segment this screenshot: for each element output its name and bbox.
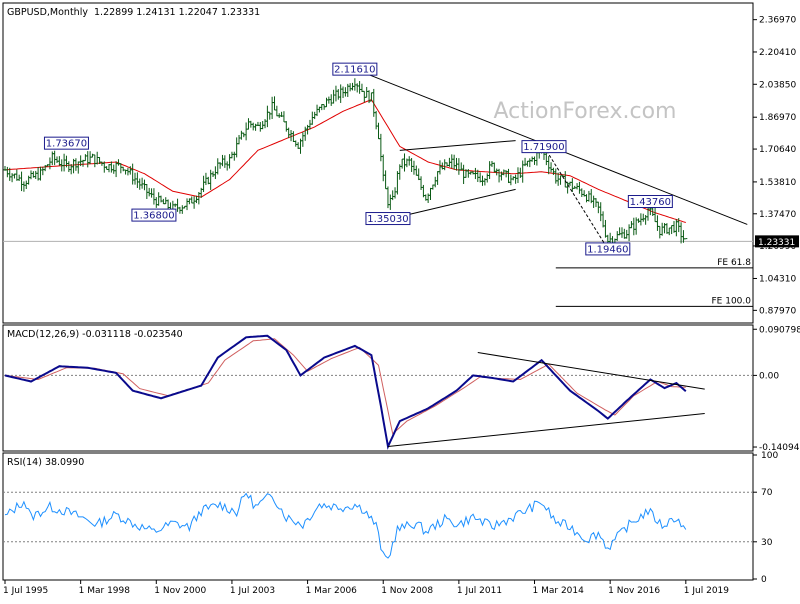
swing-label: 1.19460 (585, 242, 631, 256)
swing-label-box (365, 212, 411, 226)
price-trendline (543, 146, 609, 250)
time-x-axis: 1 Jul 1995 1 Mar 1998 1 Nov 2000 1 Jul 2003… (3, 580, 729, 596)
price-y-tick-label: 2.20410 (759, 48, 796, 58)
macd-signal-line (4, 338, 686, 435)
swing-label-box (585, 242, 631, 256)
swing-label-text: 1.73670 (46, 139, 87, 150)
price-trendline (399, 188, 516, 218)
price-panel (2, 2, 754, 324)
rsi-line (4, 492, 687, 559)
fib-level-label: FE 100.0 (712, 296, 752, 306)
swing-label-box (332, 62, 378, 76)
price-trendline (399, 140, 516, 151)
rsi-panel (2, 452, 754, 581)
rsi-level-lines (3, 491, 753, 543)
macd-y-axis: 0.090798 0.00 -0.14094 (753, 325, 800, 453)
swing-label: 1.35030 (365, 212, 411, 226)
macd-y-tick-label: 0.090798 (759, 325, 800, 335)
price-panel-title: GBPUSD,Monthly 1.22899 1.24131 1.22047 1… (7, 7, 260, 18)
swing-label-box (627, 195, 673, 209)
rsi-y-tick-label: 30 (761, 538, 773, 548)
x-tick-label: 1 Jul 2011 (457, 586, 502, 596)
price-y-tick-label: 2.03850 (759, 80, 796, 90)
rsi-y-tick-label: 0 (761, 575, 767, 585)
x-tick-label: 1 Jul 2019 (684, 586, 729, 596)
x-tick-label: 1 Jul 1995 (3, 586, 48, 596)
swing-label: 1.36800 (131, 208, 177, 222)
swing-label-text: 1.19460 (587, 244, 628, 255)
price-y-tick-label: 1.53810 (759, 178, 796, 188)
swing-label: 2.11610 (332, 62, 378, 76)
macd-trendline (477, 352, 705, 390)
current-price-badge-text: 1.23331 (758, 238, 795, 248)
price-bars (3, 78, 688, 249)
macd-trendlines (387, 352, 705, 448)
fib-level-label: FE 61.8 (717, 258, 751, 268)
swing-label-box (521, 140, 567, 154)
x-tick-label: 1 Nov 2000 (154, 586, 206, 596)
x-tick-label: 1 Nov 2016 (608, 586, 660, 596)
rsi-y-tick-label: 70 (761, 488, 773, 498)
x-tick-label: 1 Mar 2014 (533, 586, 585, 596)
price-y-tick-label: 2.36970 (759, 16, 796, 26)
price-bar (684, 238, 688, 240)
price-swing-labels: 1.73670 1.36800 2.11610 1.35030 1.71900 1.437… (43, 62, 673, 256)
price-y-tick-label: 1.04310 (759, 274, 796, 284)
macd-y-tick-label: 0.00 (759, 371, 779, 381)
swing-label-text: 1.35030 (367, 214, 408, 225)
swing-label: 1.71900 (521, 140, 567, 154)
price-y-tick-label: 1.37470 (759, 210, 796, 220)
x-tick-label: 1 Mar 1998 (79, 586, 131, 596)
macd-lines (4, 334, 687, 450)
swing-label: 1.73670 (43, 136, 89, 150)
x-tick-label: 1 Mar 2006 (306, 586, 358, 596)
macd-trendline (387, 413, 705, 448)
rsi-y-tick-label: 100 (761, 451, 778, 461)
price-y-tick-label: 1.70640 (759, 145, 796, 155)
swing-label-text: 1.43760 (630, 197, 671, 208)
watermark: ActionForex.com (494, 99, 677, 124)
swing-label: 1.43760 (627, 195, 673, 209)
macd-main-line (4, 334, 687, 450)
swing-label-box (43, 136, 89, 150)
rsi-panel-title: RSI(14) 38.0990 (7, 457, 84, 468)
swing-label-text: 2.11610 (334, 65, 375, 76)
x-tick-label: 1 Jul 2003 (230, 586, 275, 596)
current-price-badge: 1.23331 (755, 235, 799, 248)
swing-label-text: 1.71900 (523, 142, 564, 153)
macd-panel-title: MACD(12,26,9) -0.031118 -0.023540 (7, 329, 183, 340)
price-level-lines: FE 61.8 FE 100.0 (3, 240, 753, 307)
current-price-badge-box (755, 235, 799, 248)
swing-label-text: 1.36800 (133, 211, 174, 222)
price-y-axis: 2.36970 2.20410 2.03850 1.86970 1.70640 1.538… (753, 16, 799, 316)
rsi-line (4, 492, 687, 559)
macd-y-tick-label: -0.14094 (759, 443, 800, 453)
price-y-tick-label: 1.86970 (759, 113, 796, 123)
rsi-y-axis: 100 70 30 0 (753, 451, 778, 585)
price-y-tick-label: 0.87970 (759, 306, 796, 316)
swing-label-box (131, 208, 177, 222)
x-tick-label: 1 Nov 2008 (381, 586, 433, 596)
